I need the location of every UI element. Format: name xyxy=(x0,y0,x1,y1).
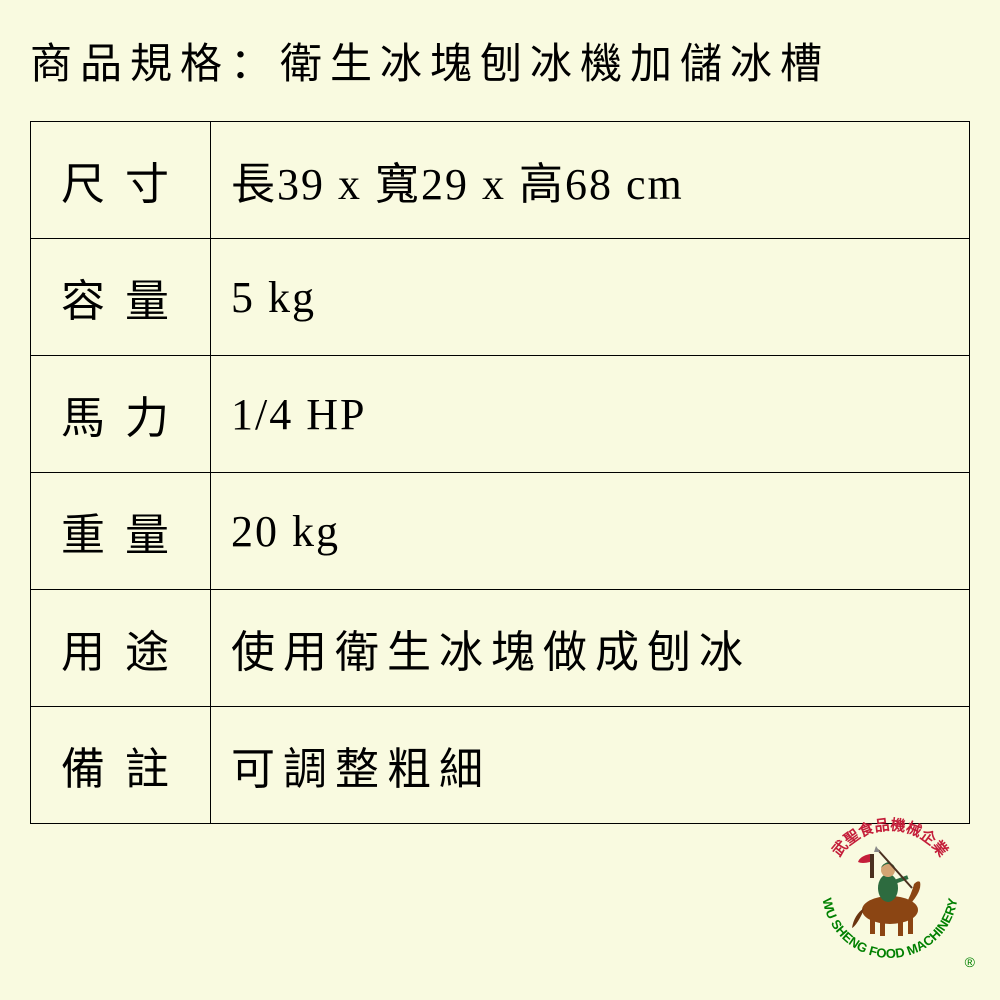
table-row: 尺寸長39 x 寬29 x 高68 cm xyxy=(31,122,970,239)
spec-value: 20 kg xyxy=(211,473,970,590)
table-row: 馬力1/4 HP xyxy=(31,356,970,473)
spec-value: 5 kg xyxy=(211,239,970,356)
company-logo: 武聖食品機械企業 WU SHENG FOOD MACHINERY xyxy=(800,800,980,980)
spec-value: 1/4 HP xyxy=(211,356,970,473)
registered-mark: ® xyxy=(965,954,975,970)
spec-label: 馬力 xyxy=(31,356,211,473)
table-row: 容量5 kg xyxy=(31,239,970,356)
table-row: 重量20 kg xyxy=(31,473,970,590)
table-row: 用途使用衛生冰塊做成刨冰 xyxy=(31,590,970,707)
spec-label: 用途 xyxy=(31,590,211,707)
spec-table-body: 尺寸長39 x 寬29 x 高68 cm容量5 kg馬力1/4 HP重量20 k… xyxy=(31,122,970,824)
spec-label: 重量 xyxy=(31,473,211,590)
page-title: 商品規格：衛生冰塊刨冰機加儲冰槽 xyxy=(30,30,970,91)
logo-figure xyxy=(840,840,940,940)
spec-label: 容量 xyxy=(31,239,211,356)
spec-label: 尺寸 xyxy=(31,122,211,239)
spec-container: 商品規格：衛生冰塊刨冰機加儲冰槽 尺寸長39 x 寬29 x 高68 cm容量5… xyxy=(0,0,1000,824)
spec-table: 尺寸長39 x 寬29 x 高68 cm容量5 kg馬力1/4 HP重量20 k… xyxy=(30,121,970,824)
spec-value: 使用衛生冰塊做成刨冰 xyxy=(211,590,970,707)
spec-label: 備註 xyxy=(31,707,211,824)
spec-value: 長39 x 寬29 x 高68 cm xyxy=(211,122,970,239)
